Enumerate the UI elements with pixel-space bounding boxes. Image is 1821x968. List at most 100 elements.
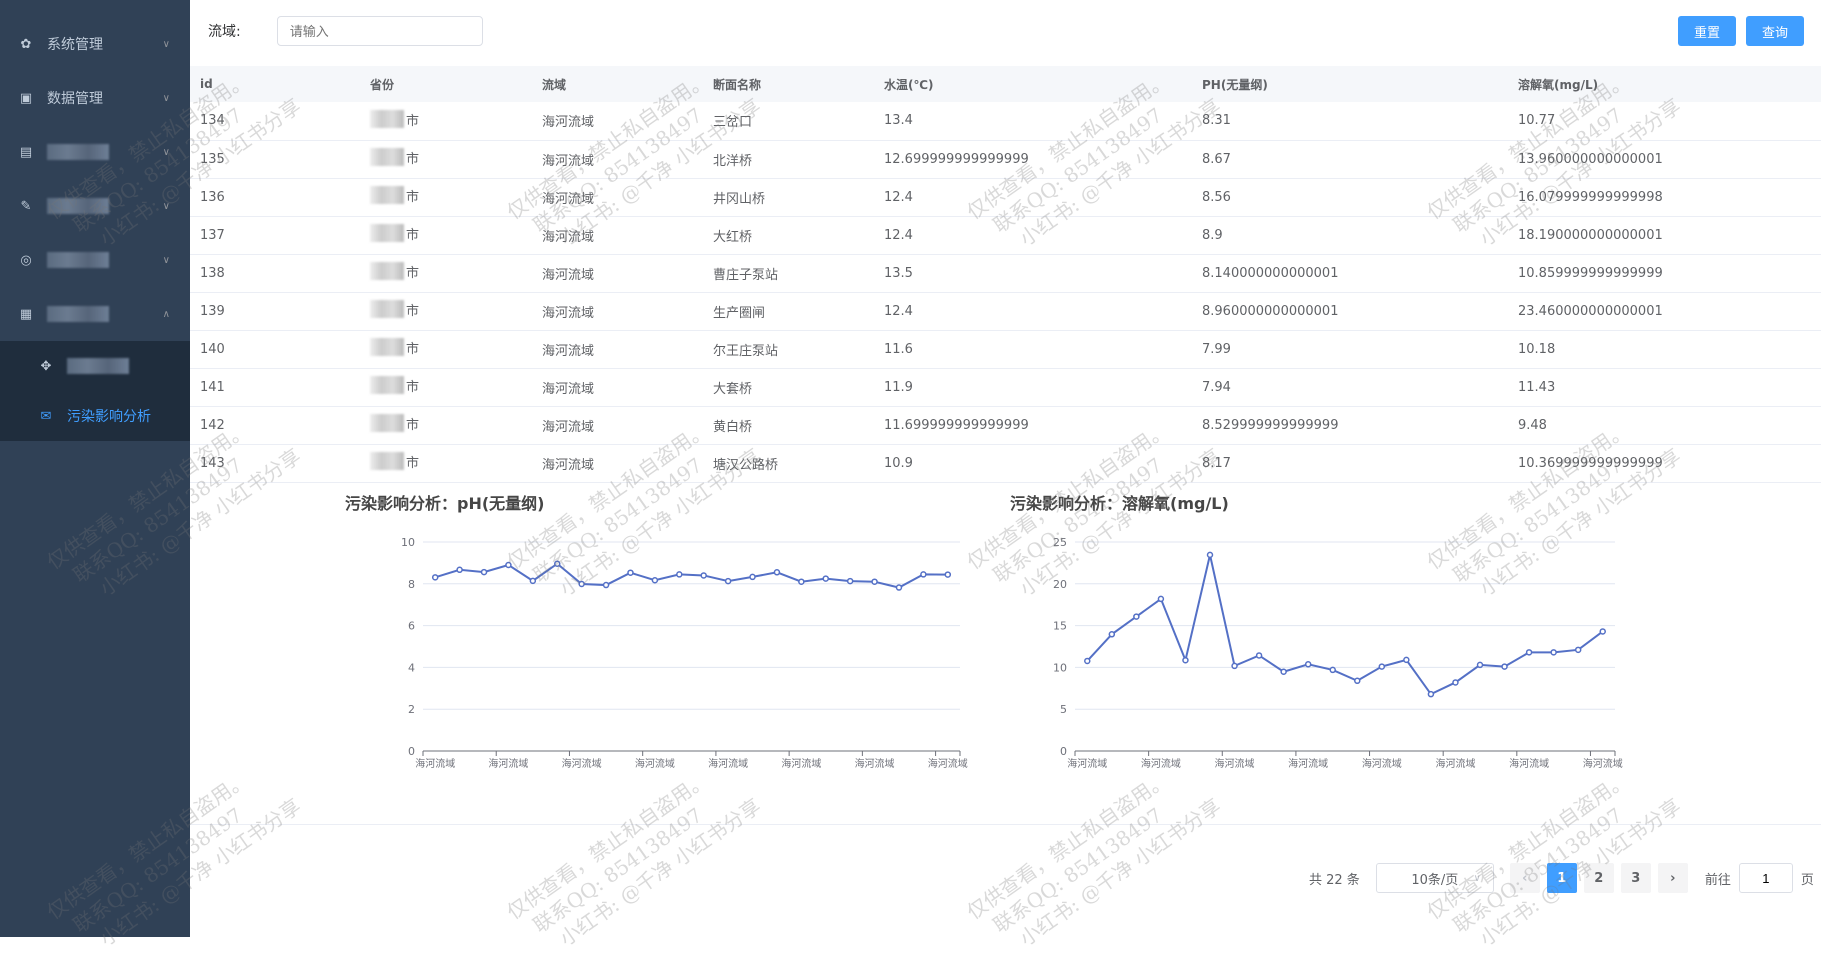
table-cell: 138 — [190, 254, 360, 293]
edit-icon: ✎ — [20, 198, 32, 214]
table-cell: 市 — [360, 216, 532, 255]
table-cell: 8.31 — [1192, 102, 1508, 141]
table-cell: 11.699999999999999 — [874, 406, 1192, 445]
sidebar-item-4[interactable]: ◎ ∨ — [0, 233, 190, 287]
target-icon: ◎ — [20, 252, 32, 268]
goto-page-input[interactable] — [1738, 863, 1793, 893]
table-cell: 市 — [360, 102, 532, 141]
data-point — [798, 578, 805, 585]
table-cell: 143 — [190, 444, 360, 483]
prev-page-button[interactable]: ‹ — [1509, 863, 1540, 893]
sidebar-item-2[interactable]: ▤ ∨ — [0, 125, 190, 179]
table-cell: 市 — [360, 140, 532, 179]
table-cell: 140 — [190, 330, 360, 369]
main-content: 流域: 重置 查询 id省份流域断面名称水温(℃)PH(无量纲)溶解氧(mg/L… — [190, 0, 1821, 937]
table-cell: 141 — [190, 368, 360, 407]
basin-label: 流域: — [208, 24, 241, 40]
move-icon: ✥ — [40, 358, 52, 374]
data-point — [1574, 646, 1582, 654]
table-cell: 137 — [190, 216, 360, 255]
data-point — [749, 573, 756, 581]
table-cell: 市 — [360, 330, 532, 369]
y-tick-label: 6 — [408, 620, 415, 633]
table-cell: 尔王庄泵站 — [703, 330, 874, 369]
column-header: 溶解氧(mg/L) — [1508, 66, 1821, 102]
divider — [190, 824, 1821, 825]
page-1[interactable]: 1 — [1546, 863, 1577, 893]
x-tick-label: 海河流域 — [708, 757, 748, 770]
table-cell: 海河流域 — [532, 368, 703, 407]
table-cell: 12.4 — [874, 216, 1192, 255]
document-icon: ▤ — [19, 144, 33, 160]
column-header: 流域 — [532, 66, 703, 102]
table-cell: 海河流域 — [532, 254, 703, 293]
sidebar-item-5[interactable]: ▦ ∧ — [0, 287, 190, 341]
y-tick-label: 2 — [408, 703, 415, 716]
reset-button[interactable]: 重置 — [1678, 16, 1736, 46]
chevron-up-icon: ∧ — [162, 308, 170, 320]
y-tick-label: 0 — [1060, 745, 1067, 758]
sidebar: ✿ 系统管理 ∨ ▣ 数据管理 ∨ ▤ ∨ ✎ ∨ ◎ ∨ ▦ ∧ ✥ ✉ 污染影响分析 — [0, 0, 190, 937]
table-cell: 市 — [360, 292, 532, 331]
column-header: 省份 — [360, 66, 532, 102]
x-tick-label: 海河流域 — [562, 757, 602, 770]
data-point — [1133, 613, 1140, 620]
sidebar-item-0[interactable]: ✿ 系统管理 ∨ — [0, 17, 190, 71]
table-cell: 市 — [360, 368, 532, 407]
y-tick-label: 4 — [408, 661, 415, 674]
data-point — [578, 580, 585, 588]
submenu-item-1[interactable]: ✉ 污染影响分析 — [0, 391, 190, 441]
sidebar-item-3[interactable]: ✎ ∨ — [0, 179, 190, 233]
province-suffix: 市 — [406, 303, 420, 319]
data-point — [651, 576, 659, 584]
table-cell: 8.17 — [1192, 444, 1508, 483]
table-cell: 23.460000000000001 — [1508, 292, 1821, 331]
x-tick-label: 海河流域 — [1141, 757, 1181, 770]
y-tick-label: 8 — [408, 578, 415, 591]
table-row: 137 市 海河流域 大红桥 12.4 8.9 18.190000000000001 — [190, 216, 1821, 255]
table-cell: 海河流域 — [532, 102, 703, 141]
y-tick-label: 10 — [401, 536, 415, 549]
y-tick-label: 10 — [1053, 661, 1067, 674]
x-tick-label: 海河流域 — [635, 757, 675, 770]
province-suffix: 市 — [406, 455, 420, 471]
table-cell: 市 — [360, 178, 532, 217]
y-tick-label: 5 — [1060, 703, 1067, 716]
x-tick-label: 海河流域 — [928, 757, 968, 770]
table-cell: 市 — [360, 444, 532, 483]
table-cell: 黄白桥 — [703, 406, 874, 445]
data-point — [1206, 551, 1214, 559]
pagination: 共 22 条 10条/页 ∨ ‹ 1 2 3 › 前往 页 — [1309, 863, 1814, 893]
submenu-item-0[interactable]: ✥ — [0, 341, 190, 391]
table-cell: 海河流域 — [532, 292, 703, 331]
blurred-text — [370, 110, 404, 128]
filter-bar: 流域: — [208, 16, 483, 46]
data-point — [1427, 690, 1435, 698]
page-suffix: 页 — [1800, 872, 1814, 888]
query-button[interactable]: 查询 — [1746, 16, 1804, 46]
chevron-down-icon: ∨ — [162, 254, 170, 266]
data-point — [773, 569, 781, 576]
data-point — [1108, 631, 1116, 638]
sidebar-item-label: 系统管理 — [47, 37, 103, 53]
page-2[interactable]: 2 — [1583, 863, 1614, 893]
page-3[interactable]: 3 — [1620, 863, 1651, 893]
sidebar-item-1[interactable]: ▣ 数据管理 ∨ — [0, 71, 190, 125]
data-point — [1378, 663, 1386, 670]
data-point — [529, 577, 537, 585]
data-table: id 省份 流域 断面名称 水温(℃) PH(无量纲) 溶解氧(mg/L) 134 市海河流域… — [190, 66, 1821, 483]
table-cell: 135 — [190, 140, 360, 179]
data-point — [846, 577, 854, 585]
next-page-button[interactable]: › — [1657, 863, 1688, 893]
table-cell: 8.960000000000001 — [1192, 292, 1508, 331]
blurred-text — [370, 376, 404, 395]
calendar-icon: ▦ — [19, 306, 33, 322]
data-point — [871, 578, 878, 585]
page-size-select[interactable]: 10条/页 ∨ — [1375, 863, 1494, 893]
basin-input[interactable] — [276, 16, 483, 46]
blurred-text — [370, 414, 404, 433]
ph-chart-title: 污染影响分析：pH(无量纲) — [345, 494, 545, 513]
table-cell: 10.18 — [1508, 330, 1821, 369]
x-tick-label: 海河流域 — [1435, 757, 1475, 770]
table-cell: 12.4 — [874, 292, 1192, 331]
